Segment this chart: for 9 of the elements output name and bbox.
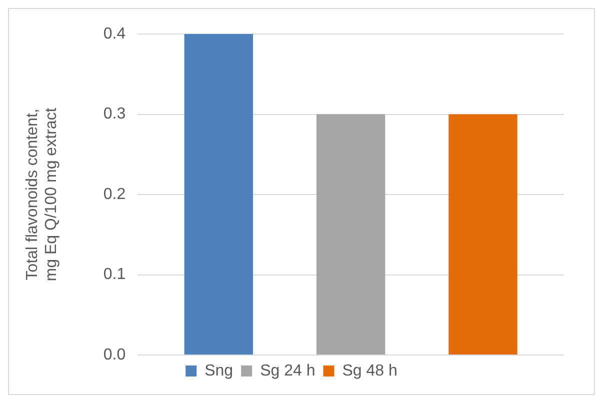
legend-label: Sng xyxy=(204,362,234,380)
y-tick-label: 0.2 xyxy=(103,186,126,203)
y-axis-title: Total flavonoids content, mg Eq Q/100 mg extract xyxy=(24,107,60,282)
legend-label: Sg 24 h xyxy=(260,362,316,380)
y-tick-label: 0.0 xyxy=(103,346,126,364)
y-tick-label: 0.1 xyxy=(103,266,126,284)
y-tick-label: 0.4 xyxy=(103,25,126,42)
legend-label: Sg 48 h xyxy=(342,362,398,380)
y-tick-label: 0.3 xyxy=(103,106,126,123)
